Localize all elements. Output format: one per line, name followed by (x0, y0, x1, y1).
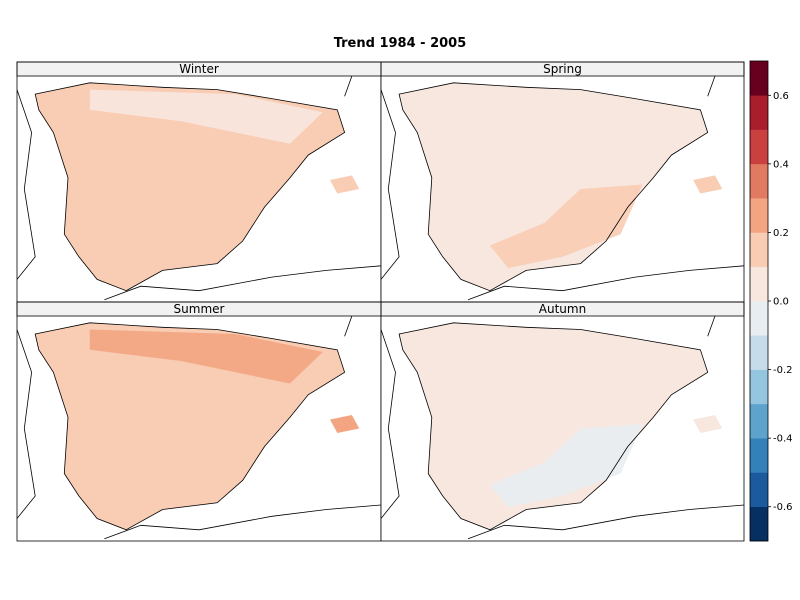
panel-map (17, 316, 381, 541)
chart-title: Trend 1984 - 2005 (333, 36, 467, 51)
panel-autumn: Autumn (380, 301, 745, 542)
region-balearic (693, 415, 723, 433)
colorbar-segment (750, 403, 768, 439)
africa-coastline (104, 265, 381, 301)
africa-coastline (104, 504, 381, 540)
colorbar-segment (750, 95, 768, 130)
colorbar-tick-label: 0.2 (773, 228, 789, 239)
panel-map (381, 316, 744, 541)
colorbar-segment (750, 266, 768, 302)
region-iberia-interior (399, 82, 708, 291)
france-coastline (707, 76, 716, 97)
colorbar-segment (750, 335, 768, 370)
region-west-and-north (399, 322, 708, 530)
region-northeast-and-southeast-patches (489, 184, 643, 269)
colorbar-segment (750, 232, 768, 268)
coastline (398, 322, 709, 531)
region-mediterranean-coast (89, 329, 323, 384)
colorbar-segment (750, 198, 768, 233)
colorbar-segment (750, 506, 768, 542)
panel-label: Winter (179, 62, 219, 76)
colorbar-tick-label: -0.4 (773, 434, 793, 445)
france-coastline (344, 316, 353, 337)
region-iberia-coast (89, 89, 323, 144)
region-east-and-south (489, 424, 643, 508)
africa-coastline (467, 265, 744, 301)
region-balearic (693, 175, 723, 194)
colorbar-segment (750, 129, 768, 165)
region-balearic (330, 175, 360, 194)
panel-label: Summer (174, 302, 225, 316)
france-coastline (707, 316, 716, 337)
colorbar-tick-label: 0.4 (773, 159, 789, 170)
panel-map (381, 76, 744, 302)
panel-winter: Winter (16, 61, 382, 303)
panel-map (17, 76, 381, 302)
colorbar-segment (750, 301, 768, 336)
atlantic-coastline (17, 329, 36, 519)
colorbar-segment (750, 369, 768, 405)
atlantic-coastline (381, 89, 400, 280)
colorbar: -0.6 -0.4 -0.2 0.0 0.2 0.4 0.6 (749, 60, 793, 542)
colorbar-tick-label: -0.6 (773, 502, 793, 513)
colorbar-segment (750, 472, 768, 508)
coastline (34, 322, 346, 531)
colorbar-tick-label: 0.6 (773, 91, 789, 102)
panel-label: Spring (543, 62, 582, 76)
africa-coastline (467, 504, 744, 540)
france-coastline (344, 76, 353, 97)
panel-border (380, 301, 745, 542)
colorbar-tick-label: 0.0 (773, 297, 789, 308)
panel-label: Autumn (539, 302, 586, 316)
colorbar-segment (750, 163, 768, 199)
coastline (34, 82, 346, 292)
region-balearic (330, 415, 360, 433)
panel-summer: Summer (16, 301, 382, 542)
colorbar-tick-label: -0.2 (773, 365, 793, 376)
colorbar-segment (750, 438, 768, 473)
atlantic-coastline (17, 89, 36, 280)
panels-group: Winter Spring Summer Autumn (16, 61, 745, 542)
panel-spring: Spring (380, 61, 745, 303)
colorbar-segment (750, 61, 768, 96)
coastline (398, 82, 709, 292)
atlantic-coastline (381, 329, 400, 519)
